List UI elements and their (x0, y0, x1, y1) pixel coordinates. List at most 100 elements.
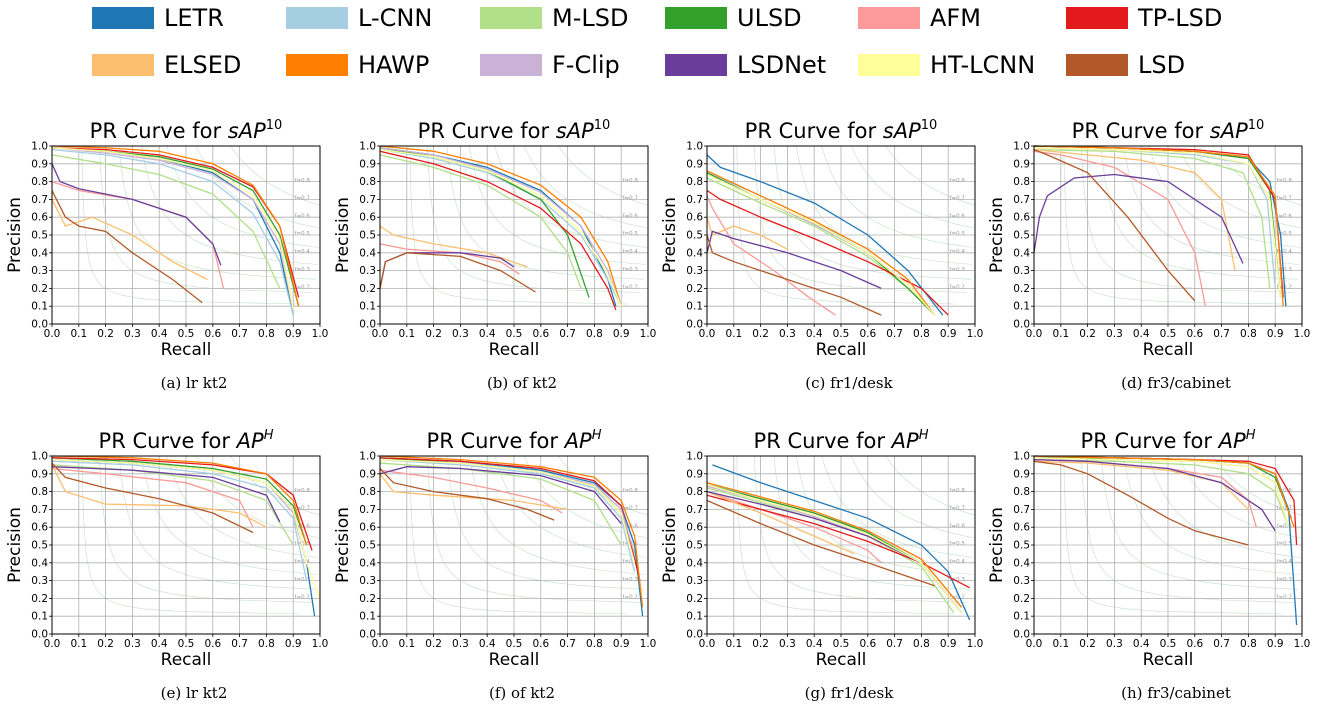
x-tick-label: 0.7 (1213, 328, 1230, 340)
grid (379, 145, 649, 325)
iso-f-label: f=0.4 (950, 249, 966, 255)
y-tick-label: 0.3 (359, 265, 376, 277)
legend-swatch (286, 54, 348, 76)
legend-swatch (1066, 7, 1128, 29)
y-tick-label: 0.2 (359, 593, 376, 605)
x-tick-label: 0.8 (258, 638, 275, 650)
y-tick-label: 0.5 (1013, 230, 1030, 242)
y-tick-label: 0.6 (31, 522, 48, 534)
chart-panel: f=0.8f=0.7f=0.6f=0.5f=0.4f=0.3f=0.20.0 0.… (333, 428, 656, 702)
legend-item: AFM (858, 3, 981, 33)
series-line-hawp (379, 145, 622, 307)
y-tick-label: 0.5 (686, 230, 703, 242)
series-line-tp-lsd (706, 494, 970, 589)
y-tick-label: 1.0 (31, 451, 48, 463)
iso-f-curve (773, 145, 971, 280)
series-line-tp-lsd (1033, 145, 1284, 298)
y-tick-label: 0.8 (686, 176, 703, 188)
x-tick-label: 0.1 (725, 328, 742, 340)
x-tick-label: 1.0 (640, 328, 657, 340)
legend: LETR L-CNN M-LSD ULSD AFM TP-LSD ELSED HAWP F-Cl… (0, 0, 1337, 90)
series-line-ulsd (51, 457, 308, 546)
iso-f-label: f=0.8 (950, 488, 966, 494)
iso-f-curve (885, 145, 975, 206)
series-line-letr (1034, 457, 1298, 626)
iso-f-curve (1212, 145, 1302, 206)
iso-f-curve (409, 456, 629, 615)
y-tick-label: 0.0 (686, 319, 703, 331)
series-line-m-lsd (379, 154, 582, 289)
chart-panel: f=0.8f=0.7f=0.6f=0.5f=0.4f=0.3f=0.20.0 0.… (333, 118, 656, 392)
y-tick-label: 0.8 (31, 486, 48, 498)
x-tick-label: 0.8 (258, 328, 275, 340)
x-tick-label: 0.9 (613, 638, 630, 650)
legend-label: HAWP (358, 51, 430, 79)
y-tick-label: 0.4 (686, 557, 703, 569)
y-tick-label: 0.6 (359, 522, 376, 534)
y-tick-label: 0.8 (1013, 176, 1030, 188)
iso-f-label: f=0.2 (950, 285, 965, 291)
y-tick-label: 0.6 (359, 212, 376, 224)
y-axis-label: Precision (660, 507, 680, 583)
y-tick-label: 0.0 (31, 629, 48, 641)
y-tick-label: 1.0 (359, 451, 376, 463)
x-tick-label: 0.3 (124, 328, 141, 340)
legend-swatch (858, 54, 920, 76)
legend-item: F-Clip (480, 50, 620, 80)
iso-f-label: f=0.3 (1277, 577, 1293, 583)
x-tick-label: 0.4 (1133, 328, 1150, 340)
x-tick-label: 0.9 (285, 638, 302, 650)
series-line-hawp (51, 455, 308, 546)
x-tick-label: 0.5 (178, 638, 195, 650)
chart-caption: (h) fr3/cabinet (1121, 684, 1231, 702)
legend-label: LETR (164, 4, 224, 32)
series-line-f-clip (51, 147, 294, 310)
iso-f-label: f=0.8 (1277, 178, 1293, 184)
series-line-lsd (706, 234, 882, 316)
y-tick-label: 0.3 (1013, 575, 1030, 587)
x-tick-label: 0.2 (425, 328, 442, 340)
iso-f-label: f=0.2 (623, 595, 638, 601)
series-line-hawp (706, 170, 936, 316)
y-tick-label: 0.9 (31, 468, 48, 480)
iso-f-label: f=0.3 (623, 267, 639, 273)
legend-item: HT-LCNN (858, 50, 1035, 80)
x-tick-label: 0.2 (97, 328, 114, 340)
x-tick-label: 0.0 (1026, 328, 1043, 340)
series-line-hawp (51, 145, 300, 307)
x-tick-label: 0.6 (859, 638, 876, 650)
iso-f-label: f=0.5 (950, 541, 966, 547)
x-tick-label: 0.7 (886, 638, 903, 650)
x-tick-label: 0.5 (1160, 328, 1177, 340)
y-tick-label: 0.4 (1013, 557, 1030, 569)
y-tick-label: 0.0 (359, 629, 376, 641)
legend-swatch (1066, 54, 1128, 76)
iso-f-label: f=0.4 (1277, 249, 1293, 255)
x-tick-label: 0.4 (479, 638, 496, 650)
series-line-elsed (379, 473, 568, 511)
series-line-hawp (1033, 145, 1284, 307)
iso-f-label: f=0.7 (295, 506, 311, 512)
chart-caption: (a) lr kt2 (161, 374, 228, 392)
y-tick-label: 0.8 (1013, 486, 1030, 498)
series-line-ht-lcnn (706, 483, 963, 614)
chart-title: PR Curve for sAP10 (90, 118, 283, 143)
iso-f-label: f=0.8 (623, 178, 639, 184)
iso-f-label: f=0.8 (295, 488, 311, 494)
series-line-letr (379, 147, 617, 307)
iso-f-label: f=0.7 (623, 196, 639, 202)
y-tick-label: 0.4 (359, 557, 376, 569)
x-tick-label: 0.3 (1106, 328, 1123, 340)
iso-f-curve (196, 145, 320, 229)
legend-item: ELSED (92, 50, 241, 80)
series-line-elsed (706, 490, 855, 555)
y-tick-label: 0.2 (686, 593, 703, 605)
iso-f-label: f=0.6 (623, 213, 639, 219)
series-line-ulsd (1033, 145, 1282, 298)
y-tick-label: 0.5 (359, 540, 376, 552)
x-tick-label: 0.7 (231, 328, 248, 340)
x-tick-label: 0.7 (559, 328, 576, 340)
x-tick-label: 1.0 (312, 328, 329, 340)
x-tick-label: 0.5 (1160, 638, 1177, 650)
